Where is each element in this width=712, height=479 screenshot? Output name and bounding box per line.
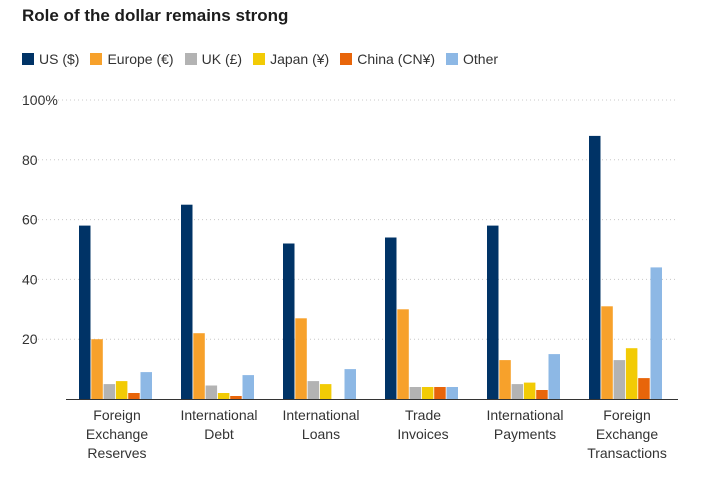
category-label: International Loans — [282, 407, 359, 442]
category-label-line: Foreign — [603, 407, 650, 423]
bar — [193, 333, 205, 399]
legend-label: Europe (€) — [107, 51, 174, 67]
bar — [115, 381, 128, 399]
bar — [434, 387, 446, 399]
bar — [625, 348, 638, 399]
bar — [638, 378, 650, 399]
bar — [103, 384, 116, 399]
category-label: Foreign Exchange Reserves — [86, 407, 148, 461]
bar — [307, 381, 320, 399]
bar — [344, 369, 356, 399]
legend: US ($) Europe (€) UK (£) Japan (¥) China (CN… — [22, 51, 509, 67]
category-label-line: International — [282, 407, 359, 423]
bar — [181, 204, 193, 399]
bar — [230, 396, 242, 399]
legend-label: Other — [463, 51, 499, 67]
bar — [548, 354, 560, 399]
legend-swatch — [184, 53, 197, 65]
category-label-line: Exchange — [596, 426, 658, 442]
category-label: International Debt — [180, 407, 257, 442]
legend-item: Japan (¥) — [253, 51, 329, 67]
bar — [523, 382, 536, 399]
bar — [283, 243, 295, 399]
bar — [79, 225, 91, 399]
legend-item: Other — [446, 51, 498, 67]
legend-label: US ($) — [39, 51, 80, 67]
category-label-line: Payments — [494, 426, 556, 442]
category-label-line: Trade — [405, 407, 441, 423]
y-tick-label: 20 — [22, 331, 38, 347]
bar — [385, 237, 397, 399]
chart-title: Role of the dollar remains strong — [22, 6, 289, 25]
y-tick-label: 60 — [22, 212, 38, 228]
legend-swatch — [446, 53, 459, 65]
y-tick-label: 40 — [22, 271, 38, 287]
bar — [421, 387, 434, 399]
category-label-line: Debt — [204, 426, 234, 442]
bar — [499, 360, 511, 399]
bar — [319, 384, 332, 399]
category-label: Trade Invoices — [397, 407, 448, 442]
category-label-line: Foreign — [93, 407, 140, 423]
category-label: International Payments — [486, 407, 563, 442]
legend-swatch — [253, 53, 266, 65]
category-label: Foreign Exchange Transactions — [587, 407, 667, 461]
bar — [511, 384, 524, 399]
legend-label: Japan (¥) — [270, 51, 330, 67]
bar — [128, 393, 140, 399]
bar — [409, 387, 422, 399]
y-tick-label: 100% — [22, 92, 58, 108]
category-label-line: Loans — [302, 426, 340, 442]
legend-item: Europe (€) — [90, 51, 174, 67]
category-label-line: Transactions — [587, 445, 667, 461]
legend-swatch — [90, 53, 103, 65]
bar — [589, 135, 601, 399]
legend-item: US ($) — [22, 51, 79, 67]
bar — [242, 375, 254, 399]
bar — [446, 387, 458, 399]
legend-swatch — [340, 53, 353, 65]
bar — [91, 339, 103, 399]
category-label-line: Invoices — [397, 426, 448, 442]
category-label-line: International — [486, 407, 563, 423]
category-label-line: Exchange — [86, 426, 148, 442]
bar — [295, 318, 307, 399]
bar — [601, 306, 613, 399]
bar — [613, 360, 626, 399]
legend-swatch — [22, 53, 34, 65]
category-label-line: Reserves — [87, 445, 146, 461]
bar — [487, 225, 499, 399]
category-label-line: International — [180, 407, 257, 423]
legend-label: UK (£) — [201, 51, 243, 67]
bar — [205, 385, 218, 399]
bar — [397, 309, 409, 399]
bar — [217, 393, 230, 399]
bar — [536, 390, 548, 399]
legend-item: China (CN¥) — [340, 51, 435, 67]
legend-item: UK (£) — [184, 51, 243, 67]
legend-label: China (CN¥) — [357, 51, 436, 67]
y-tick-label: 80 — [22, 152, 38, 168]
bar — [650, 267, 662, 399]
bar — [140, 372, 152, 399]
